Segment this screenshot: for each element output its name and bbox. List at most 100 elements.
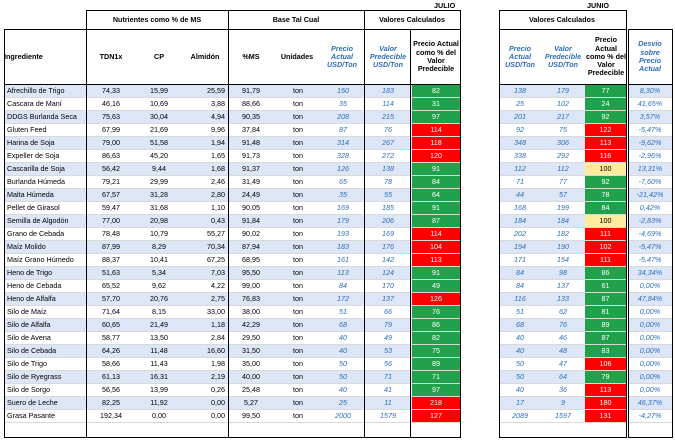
desvio-value: 0,00% [628, 318, 672, 332]
junio-row: 40 46 87 [499, 331, 626, 345]
almidon-value: 33,00 [182, 305, 228, 319]
junio-pct-value: 79 [585, 370, 626, 384]
precio-pct-value: 84 [412, 175, 460, 189]
ms-value: 35,00 [228, 357, 274, 371]
precio-actual-value: 40 [322, 383, 364, 397]
desvio-row: 47,84% [628, 292, 672, 306]
valor-predecible-value: 170 [364, 279, 412, 293]
almidon-value: 25,59 [182, 85, 228, 98]
ingredient-name: Maíz Molido [4, 240, 86, 254]
unit-value: ton [274, 214, 322, 228]
cp-value: 8,29 [136, 240, 182, 254]
junio-row: 84 98 86 [499, 266, 626, 280]
desvio-table: 8,30% 41,65% 3,57% -5,47% -9,62% -2,96% 13,31%… [628, 85, 672, 423]
precio-pct-value: 82 [412, 85, 460, 98]
junio-pct-value: 122 [585, 123, 626, 137]
junio-precio-value: 338 [499, 149, 541, 163]
desvio-value: 13,31% [628, 162, 672, 176]
precio-pct-value: 82 [412, 331, 460, 345]
valor-predecible-value: 272 [364, 149, 412, 163]
header-mid-border-junio [499, 29, 626, 30]
valor-predecible-value: 55 [364, 188, 412, 202]
valor-predecible-value: 142 [364, 253, 412, 267]
tdn-value: 86,63 [86, 149, 136, 163]
precio-actual-value: 2000 [322, 409, 364, 423]
junio-valor-value: 133 [541, 292, 585, 306]
precio-actual-value: 50 [322, 370, 364, 384]
junio-pct-value: 61 [585, 279, 626, 293]
junio-valor-value: 46 [541, 331, 585, 345]
desvio-row: 0,00% [628, 279, 672, 293]
table-row: Gluten Feed 67,99 21,69 9,96 37,84 ton 87 76 114 [4, 123, 460, 137]
junio-precio-value: 50 [499, 357, 541, 371]
cp-value: 5,34 [136, 266, 182, 280]
almidon-value: 2,46 [182, 175, 228, 189]
precio-actual-value: 193 [322, 227, 364, 241]
ms-value: 90,02 [228, 227, 274, 241]
almidon-value: 1,94 [182, 136, 228, 150]
header-ingrediente: Ingrediente [4, 51, 43, 61]
junio-pct-value: 78 [585, 188, 626, 202]
valor-predecible-value: 169 [364, 227, 412, 241]
valor-predecible-value: 71 [364, 370, 412, 384]
almidon-value: 16,60 [182, 344, 228, 358]
junio-pct-value: 86 [585, 266, 626, 280]
cp-value: 0,00 [136, 409, 182, 423]
desvio-value: 0,00% [628, 344, 672, 358]
desvio-value: -2,96% [628, 149, 672, 163]
separator-left [4, 29, 5, 438]
precio-actual-value: 172 [322, 292, 364, 306]
junio-row: 40 36 113 [499, 383, 626, 397]
junio-row: 171 154 111 [499, 253, 626, 267]
valor-predecible-value: 124 [364, 266, 412, 280]
ms-value: 42,29 [228, 318, 274, 332]
ingredient-name: Suero de Leche [4, 396, 86, 410]
valor-predecible-value: 1579 [364, 409, 412, 423]
junio-precio-value: 168 [499, 201, 541, 215]
header-base-tal-cual: Base Tal Cual [272, 14, 320, 24]
cp-value: 8,15 [136, 305, 182, 319]
cp-value: 11,43 [136, 357, 182, 371]
almidon-value: 67,25 [182, 253, 228, 267]
junio-row: 17 9 180 [499, 396, 626, 410]
junio-precio-value: 84 [499, 266, 541, 280]
unit-value: ton [274, 110, 322, 124]
header-bottom-border-junio [499, 84, 626, 85]
junio-valor-value: 47 [541, 357, 585, 371]
junio-pct-value: 84 [585, 201, 626, 215]
ingredient-name: Silo de Avena [4, 331, 86, 345]
precio-pct-value: 114 [412, 123, 460, 137]
desvio-row: -2,96% [628, 149, 672, 163]
unit-value: ton [274, 266, 322, 280]
desvio-row: 0,00% [628, 370, 672, 384]
cp-value: 20,98 [136, 214, 182, 228]
ms-value: 88,66 [228, 97, 274, 111]
separator-6 [499, 10, 500, 438]
almidon-value: 2,80 [182, 188, 228, 202]
desvio-value: 0,00% [628, 370, 672, 384]
almidon-value: 2,75 [182, 292, 228, 306]
unit-value: ton [274, 162, 322, 176]
precio-pct-value: 71 [412, 370, 460, 384]
ms-value: 90,05 [228, 201, 274, 215]
junio-valor-value: 57 [541, 188, 585, 202]
desvio-row: -2,83% [628, 214, 672, 228]
table-row: Pellet de Girasol 59,47 31,68 1,10 90,05 ton 1… [4, 201, 460, 215]
header-precio-actual: Precio Actual USD/Ton [326, 43, 358, 70]
separator-8 [628, 29, 629, 438]
ms-value: 87,94 [228, 240, 274, 254]
desvio-value: 0,00% [628, 305, 672, 319]
junio-row: 202 182 111 [499, 227, 626, 241]
unit-value: ton [274, 253, 322, 267]
cp-value: 21,69 [136, 123, 182, 137]
junio-valor-value: 292 [541, 149, 585, 163]
tdn-value: 79,21 [86, 175, 136, 189]
desvio-row: 0,00% [628, 344, 672, 358]
cp-value: 29,99 [136, 175, 182, 189]
table-row: Heno de Cebada 65,52 9,62 4,22 99,00 ton 84 170… [4, 279, 460, 293]
desvio-row: 46,37% [628, 396, 672, 410]
almidon-value: 4,22 [182, 279, 228, 293]
table-row: Silo de Trigo 58,66 11,43 1,98 35,00 ton 50 56 8… [4, 357, 460, 371]
header-junio-pct: Precio Actual como % del Valor Predecibl… [586, 35, 626, 78]
tdn-value: 56,42 [86, 162, 136, 176]
